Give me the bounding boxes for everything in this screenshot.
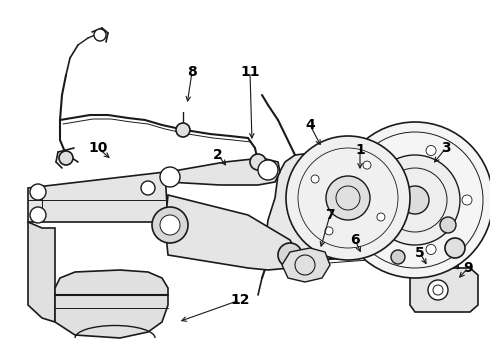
Circle shape — [176, 123, 190, 137]
Circle shape — [311, 175, 319, 183]
Text: 3: 3 — [441, 141, 451, 155]
Text: 10: 10 — [88, 141, 108, 155]
Circle shape — [401, 186, 429, 214]
Polygon shape — [55, 270, 168, 338]
Circle shape — [337, 122, 490, 278]
Text: 2: 2 — [213, 148, 223, 162]
Text: 8: 8 — [187, 65, 197, 79]
Polygon shape — [168, 158, 280, 185]
Text: 5: 5 — [415, 246, 425, 260]
Circle shape — [308, 255, 322, 269]
Text: 11: 11 — [240, 65, 260, 79]
Circle shape — [141, 181, 155, 195]
Circle shape — [368, 165, 378, 175]
Text: 6: 6 — [350, 233, 360, 247]
Circle shape — [258, 160, 278, 180]
Polygon shape — [28, 172, 168, 222]
Circle shape — [368, 226, 378, 235]
Circle shape — [377, 213, 385, 221]
Polygon shape — [165, 195, 298, 270]
Circle shape — [440, 217, 456, 233]
Circle shape — [278, 243, 302, 267]
Polygon shape — [28, 222, 55, 322]
Circle shape — [445, 238, 465, 258]
Circle shape — [299, 256, 311, 268]
Circle shape — [152, 207, 188, 243]
Circle shape — [160, 215, 180, 235]
Circle shape — [363, 161, 371, 169]
Circle shape — [426, 244, 436, 255]
Text: 12: 12 — [230, 293, 250, 307]
Circle shape — [428, 280, 448, 300]
Circle shape — [326, 176, 370, 220]
Polygon shape — [410, 268, 478, 312]
Circle shape — [462, 195, 472, 205]
Circle shape — [325, 227, 333, 235]
Circle shape — [30, 207, 46, 223]
Circle shape — [94, 29, 106, 41]
Text: 1: 1 — [355, 143, 365, 157]
Circle shape — [370, 155, 460, 245]
Polygon shape — [265, 152, 350, 268]
Circle shape — [391, 250, 405, 264]
Text: 4: 4 — [305, 118, 315, 132]
Polygon shape — [282, 248, 330, 282]
Text: 7: 7 — [325, 208, 335, 222]
Circle shape — [59, 151, 73, 165]
Circle shape — [30, 184, 46, 200]
Text: 9: 9 — [463, 261, 473, 275]
Circle shape — [160, 167, 180, 187]
Circle shape — [250, 154, 266, 170]
Circle shape — [286, 136, 410, 260]
Circle shape — [426, 145, 436, 156]
